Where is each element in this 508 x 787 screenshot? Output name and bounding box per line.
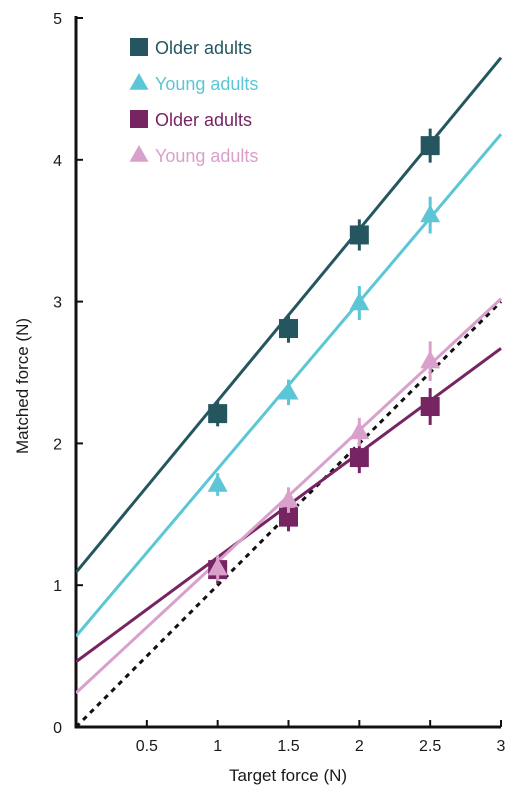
- data-point-square: [420, 136, 440, 156]
- legend-marker-triangle: [129, 144, 149, 162]
- data-point-square: [279, 507, 298, 527]
- data-points-group: [207, 128, 441, 584]
- y-tick-label: 2: [53, 436, 62, 453]
- legend-label: Older adults: [155, 110, 252, 130]
- data-point-triangle: [420, 204, 441, 223]
- data-point-square: [208, 404, 228, 424]
- x-tick-label: 2.5: [419, 738, 441, 755]
- legend-marker-square: [130, 38, 148, 56]
- y-tick-label: 4: [53, 153, 62, 170]
- legend-marker-square: [130, 110, 148, 128]
- x-tick-label: 2: [355, 738, 364, 755]
- series-1-points: [208, 128, 440, 427]
- y-tick-label: 5: [53, 11, 62, 28]
- legend-item: Young adults: [129, 144, 258, 166]
- legend-item: Young adults: [129, 72, 258, 94]
- legend-label: Young adults: [155, 74, 258, 94]
- data-point-triangle: [349, 421, 370, 440]
- data-point-square: [349, 448, 369, 468]
- series-2-points: [207, 196, 441, 496]
- x-tick-label: 1: [213, 738, 222, 755]
- data-point-triangle: [207, 473, 228, 492]
- x-axis-title: Target force (N): [229, 766, 347, 785]
- data-point-square: [279, 319, 298, 339]
- legend-label: Young adults: [155, 146, 258, 166]
- series-4-points: [207, 341, 441, 581]
- y-tick-label: 1: [53, 578, 62, 595]
- legend-marker-triangle: [129, 72, 149, 90]
- data-point-triangle: [278, 489, 299, 508]
- legend: Older adults Young adults Older adults Youn…: [129, 38, 258, 166]
- y-tick-label: 0: [53, 720, 62, 737]
- x-tick-label: 1.5: [277, 738, 299, 755]
- data-point-triangle: [420, 350, 441, 369]
- y-tick-label: 3: [53, 295, 62, 312]
- x-tick-label: 0.5: [136, 738, 158, 755]
- y-axis-title: Matched force (N): [13, 318, 32, 454]
- data-point-triangle: [349, 292, 370, 311]
- data-point-square: [420, 397, 440, 417]
- x-tick-label: 3: [497, 738, 506, 755]
- legend-label: Older adults: [155, 38, 252, 58]
- data-point-triangle: [278, 381, 299, 400]
- data-point-square: [349, 225, 369, 245]
- legend-item: Older adults: [130, 110, 252, 130]
- data-point-triangle: [207, 557, 228, 576]
- legend-item: Older adults: [130, 38, 252, 58]
- axes: 0 1 2 3 4 5 0.5 1 1.5 2 2.5 3: [53, 11, 505, 755]
